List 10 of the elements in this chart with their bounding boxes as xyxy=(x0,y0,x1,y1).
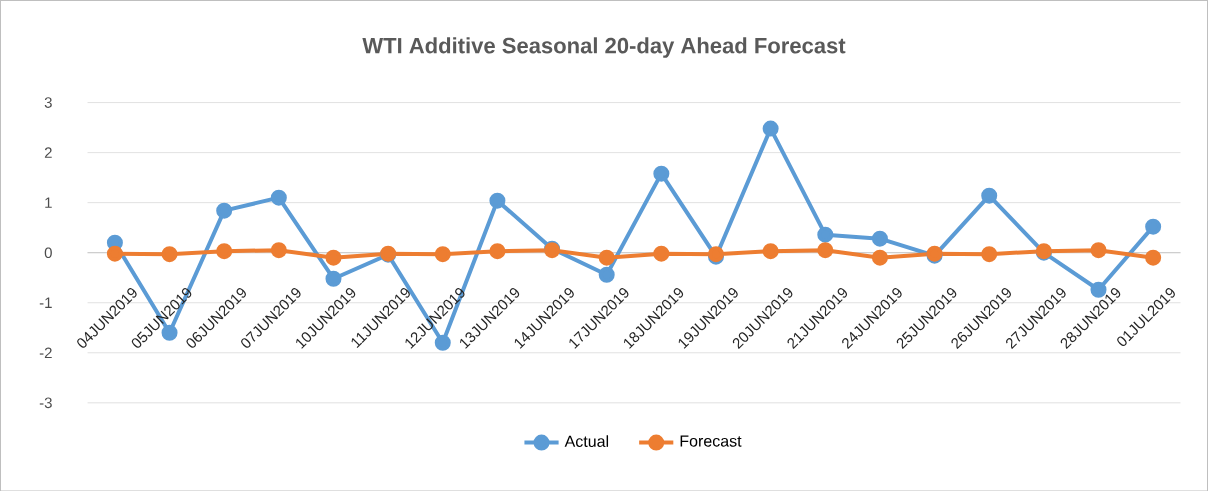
chart-title: WTI Additive Seasonal 20-day Ahead Forecast xyxy=(362,37,846,58)
y-tick-label: -3 xyxy=(39,397,52,408)
legend-label: Actual xyxy=(564,435,609,447)
y-tick-label: -1 xyxy=(39,297,52,308)
y-tick-label: 0 xyxy=(44,247,52,258)
y-tick-label: 3 xyxy=(44,97,52,108)
y-tick-label: 1 xyxy=(45,197,52,208)
y-tick-label: 2 xyxy=(44,147,52,158)
legend-label: Forecast xyxy=(680,435,742,447)
y-tick-label: -2 xyxy=(39,347,52,358)
